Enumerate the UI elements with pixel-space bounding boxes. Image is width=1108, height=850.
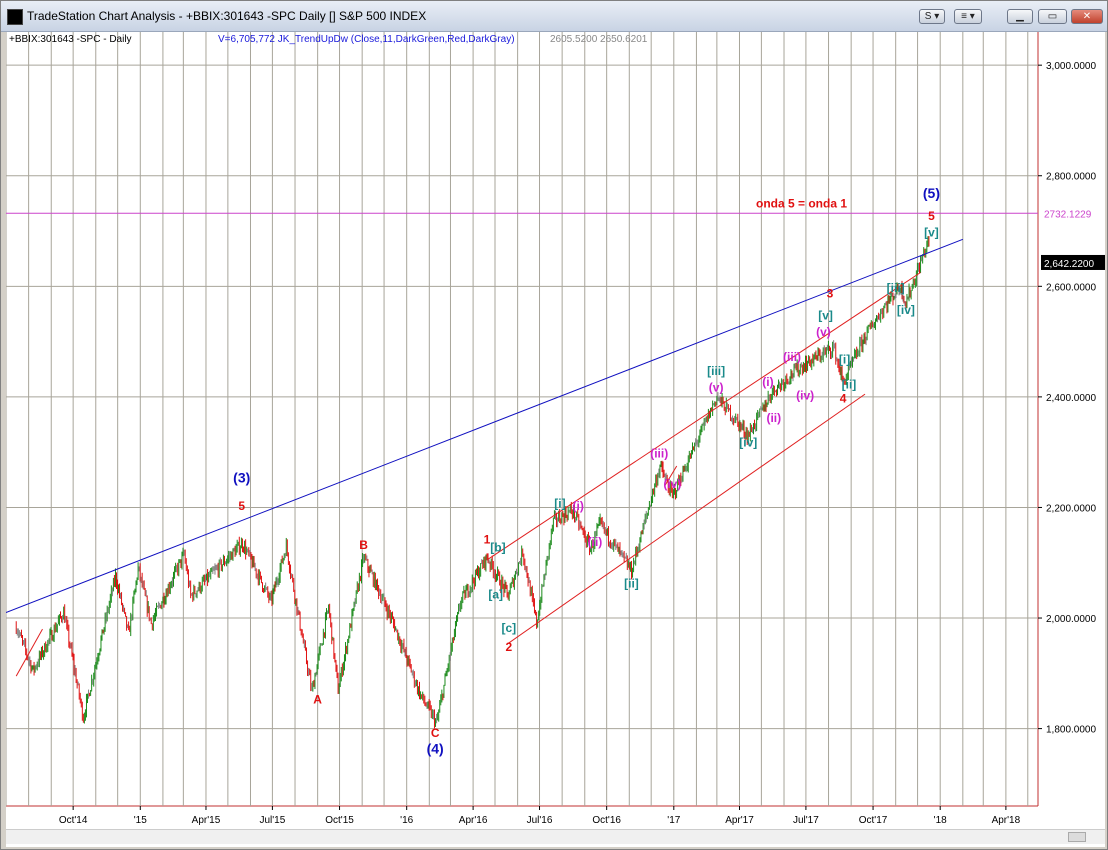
chart-area[interactable]: 3,000.0000 2,800.0000 2,600.0000 2,400.0000… — [6, 32, 1105, 847]
x-tick-label: Apr'15 — [192, 815, 221, 826]
wave-label: [iv] — [897, 303, 915, 317]
wave-label: (iv) — [663, 477, 681, 491]
y-tick-label: 2,600.0000 — [1046, 282, 1096, 293]
wave-label: C — [431, 726, 440, 740]
channel-line — [15, 628, 43, 677]
wave-label: [a] — [488, 588, 503, 602]
y-tick-label: 2,200.0000 — [1046, 503, 1096, 514]
wave-label: [iii] — [707, 364, 725, 378]
last-price-label: 2,642.2200 — [1044, 259, 1094, 270]
maximize-button[interactable]: ▭ — [1038, 9, 1067, 24]
app-icon — [7, 9, 23, 25]
channel-line — [664, 465, 678, 486]
x-tick-label: Oct'14 — [59, 815, 88, 826]
x-tick-label: Jul'15 — [259, 815, 285, 826]
wave-label: [v] — [818, 308, 833, 322]
wave-label: (iii) — [650, 447, 668, 461]
wave-label: 5 — [928, 209, 935, 223]
wave-label: [i] — [839, 353, 850, 367]
wave-label: [i] — [554, 496, 565, 510]
wave-label: [iv] — [739, 436, 757, 450]
wave-label: (ii) — [766, 411, 781, 425]
wave-label: 2 — [506, 640, 513, 654]
chart-symbol-label: +BBIX:301643 -SPC - Daily — [9, 34, 132, 45]
wave-label: (3) — [233, 470, 250, 486]
indicator-values: 2605.5200 2650.6201 — [550, 34, 648, 45]
window-title: TradeStation Chart Analysis - +BBIX:3016… — [27, 9, 427, 23]
wave-label: (4) — [427, 740, 444, 756]
channel-line — [486, 272, 921, 561]
wave-label: [c] — [502, 621, 517, 635]
y-tick-label: 2,400.0000 — [1046, 393, 1096, 404]
x-tick-label: Jul'16 — [527, 815, 553, 826]
wave-label: 3 — [827, 286, 834, 300]
wave-label: (v) — [709, 380, 724, 394]
wave-label: 1 — [484, 532, 491, 546]
y-tick-label: 2,000.0000 — [1046, 614, 1096, 625]
x-tick-label: Oct'15 — [325, 815, 354, 826]
horizontal-scrollbar[interactable] — [6, 829, 1105, 844]
wave-label: [ii] — [624, 577, 639, 591]
wave-label: (i) — [573, 499, 584, 513]
last-price-box — [1041, 254, 1105, 270]
y-tick-label: 2,800.0000 — [1046, 172, 1096, 183]
x-tick-label: Oct'16 — [592, 815, 621, 826]
x-tick-label: Apr'17 — [725, 815, 754, 826]
wave-label: 4 — [840, 391, 847, 405]
wave-label: (iv) — [796, 389, 814, 403]
price-chart[interactable]: 3,000.0000 2,800.0000 2,600.0000 2,400.0000… — [6, 32, 1105, 829]
plot-background — [6, 32, 1038, 806]
scrollbar-thumb[interactable] — [1068, 832, 1086, 842]
wave-label: [ii] — [842, 378, 857, 392]
link-menu-button[interactable]: ≡ ▾ — [954, 9, 982, 24]
wave-label: B — [359, 538, 368, 552]
wave-label: (iii) — [783, 350, 801, 364]
title-bar[interactable]: TradeStation Chart Analysis - +BBIX:3016… — [1, 1, 1107, 32]
x-tick-label: '18 — [934, 815, 947, 826]
wave-label: (ii) — [588, 535, 603, 549]
x-tick-label: Oct'17 — [859, 815, 888, 826]
y-tick-label: 3,000.0000 — [1046, 61, 1096, 72]
indicator-label: V=6,705,772 JK_TrendUpDw (Close,11,DarkG… — [218, 34, 515, 45]
x-tick-label: Jul'17 — [793, 815, 819, 826]
wave-label: 5 — [238, 499, 245, 513]
s-menu-button[interactable]: S ▾ — [919, 9, 945, 24]
target-note: onda 5 = onda 1 — [756, 196, 847, 210]
channel-line — [508, 393, 866, 644]
wave-label: [iii] — [887, 281, 905, 295]
x-tick-label: Apr'16 — [459, 815, 488, 826]
y-tick-label: 1,800.0000 — [1046, 725, 1096, 736]
minimize-button[interactable]: ▁ — [1007, 9, 1033, 24]
x-tick-label: '15 — [134, 815, 147, 826]
x-tick-label: '17 — [667, 815, 680, 826]
target-hline-label: 2732.1229 — [1044, 209, 1092, 220]
x-tick-label: Apr'18 — [992, 815, 1021, 826]
wave-label: [b] — [490, 541, 505, 555]
long-term-trendline — [6, 238, 964, 613]
wave-label: (5) — [923, 185, 940, 201]
wave-label: [v] — [924, 226, 939, 240]
x-tick-label: '16 — [400, 815, 413, 826]
wave-label: A — [313, 693, 322, 707]
wave-label: (v) — [816, 325, 831, 339]
close-button[interactable]: ✕ — [1071, 9, 1103, 24]
wave-label: (i) — [762, 375, 773, 389]
price-bars — [15, 236, 930, 729]
